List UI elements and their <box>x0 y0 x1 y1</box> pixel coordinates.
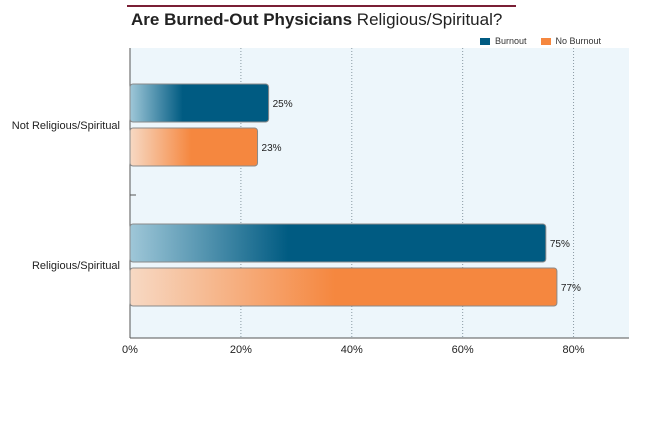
bar-burnout <box>129 83 270 123</box>
chart-title: Are Burned-Out Physicians Religious/Spir… <box>131 10 502 30</box>
bar-no-burnout <box>129 267 558 307</box>
legend-label-burnout: Burnout <box>495 36 527 46</box>
data-label: 75% <box>550 239 570 250</box>
legend-item-burnout: Burnout <box>480 36 527 46</box>
bars: 25% 23% 75% 77% <box>129 83 581 307</box>
chart-title-rest: Religious/Spiritual? <box>356 10 503 29</box>
legend-swatch-burnout <box>480 37 490 45</box>
x-tick-label: 0% <box>122 344 138 356</box>
chart-title-bold: Are Burned-Out Physicians <box>131 10 353 29</box>
y-category-label: Religious/Spiritual <box>32 260 120 272</box>
data-label: 77% <box>561 283 581 294</box>
bar-no-burnout <box>129 127 259 167</box>
legend: Burnout No Burnout <box>480 36 601 46</box>
x-tick-label: 60% <box>452 344 474 356</box>
x-tick-label: 80% <box>563 344 585 356</box>
data-label: 23% <box>262 143 282 154</box>
legend-swatch-no-burnout <box>540 37 551 45</box>
legend-item-no-burnout: No Burnout <box>540 36 602 46</box>
x-tick-labels: 0% 20% 40% 60% 80% <box>122 344 585 356</box>
y-category-labels: Not Religious/Spiritual Religious/Spiritu… <box>12 120 120 272</box>
x-tick-label: 40% <box>341 344 363 356</box>
y-category-label: Not Religious/Spiritual <box>12 120 120 132</box>
title-rule <box>127 5 516 7</box>
x-tick-label: 20% <box>230 344 252 356</box>
legend-label-no-burnout: No Burnout <box>555 36 602 46</box>
bar-burnout <box>129 223 547 263</box>
data-label: 25% <box>273 99 293 110</box>
